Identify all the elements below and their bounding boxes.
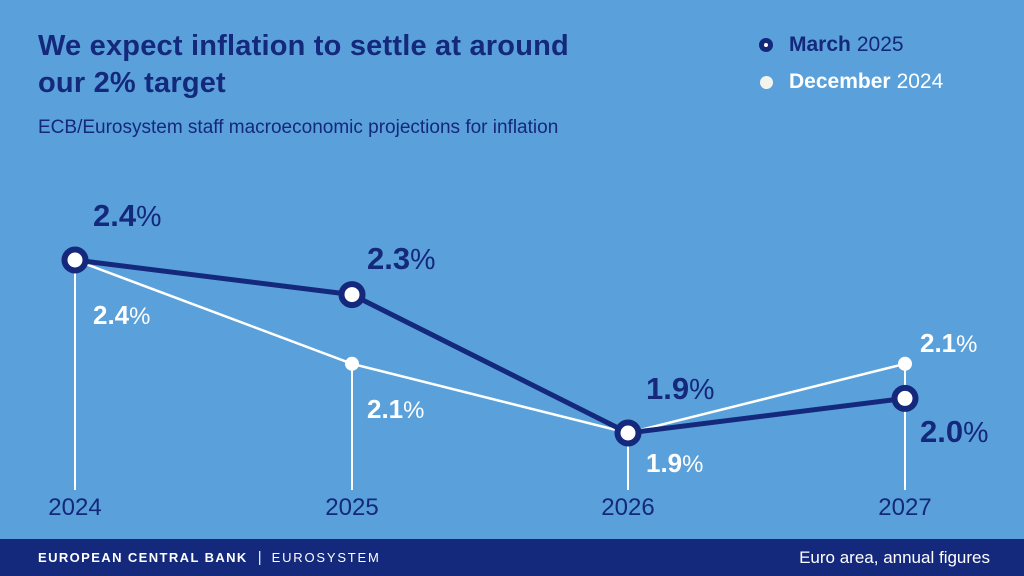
legend-icon-wrap — [752, 75, 780, 89]
x-axis-label-2024: 2024 — [48, 494, 102, 521]
x-axis-label-2026: 2026 — [601, 494, 655, 521]
december-marker — [898, 356, 912, 371]
march-value-label: 2.4% — [93, 198, 162, 233]
header: We expect inflation to settle at around … — [38, 28, 569, 139]
x-axis-label-2025: 2025 — [325, 494, 379, 521]
december-marker — [345, 356, 359, 371]
ring-marker-icon — [759, 38, 773, 52]
legend-label-march-bold: March — [789, 33, 851, 56]
march-series-line — [74, 257, 906, 436]
december-value-label: 2.1% — [920, 327, 978, 358]
legend-label-december: December 2024 — [789, 70, 943, 94]
dot-marker-icon — [759, 75, 773, 89]
march-value-label: 2.3% — [367, 240, 436, 276]
page-title-line-2: our 2% target — [38, 67, 226, 99]
legend-item-march-2025: March 2025 — [752, 33, 943, 57]
legend-label-december-bold: December — [789, 70, 891, 93]
brand-separator: | — [257, 549, 262, 566]
march-marker — [61, 246, 89, 274]
legend-label-march: March 2025 — [789, 33, 904, 57]
march-value-label: 2.0% — [920, 414, 989, 450]
march-marker — [614, 419, 642, 447]
chart-subtitle: ECB/Eurosystem staff macroeconomic proje… — [38, 117, 559, 138]
december-series-line — [74, 258, 906, 435]
ecb-brand: EUROPEAN CENTRAL BANK | EUROSYSTEM — [38, 549, 381, 566]
legend-item-december-2024: December 2024 — [752, 70, 943, 94]
page-title-line-1: We expect inflation to settle at around — [38, 30, 569, 62]
march-value-label: 1.9% — [646, 371, 715, 406]
brand-secondary: EUROSYSTEM — [271, 550, 381, 565]
legend-label-december-year: 2024 — [896, 70, 944, 93]
legend-label-march-year: 2025 — [856, 33, 904, 56]
march-marker — [338, 281, 366, 309]
legend: March 2025 December 2024 — [752, 33, 943, 107]
x-axis-label-2027: 2027 — [878, 494, 932, 521]
footer-bar: EUROPEAN CENTRAL BANK | EUROSYSTEM Euro … — [0, 539, 1024, 576]
december-value-label: 2.1% — [367, 393, 425, 424]
legend-icon-wrap — [752, 38, 780, 52]
brand-primary: EUROPEAN CENTRAL BANK — [38, 550, 248, 565]
december-value-label: 1.9% — [646, 448, 704, 478]
footer-note: Euro area, annual figures — [799, 547, 990, 567]
march-marker — [891, 384, 919, 412]
december-value-label: 2.4% — [93, 300, 151, 330]
